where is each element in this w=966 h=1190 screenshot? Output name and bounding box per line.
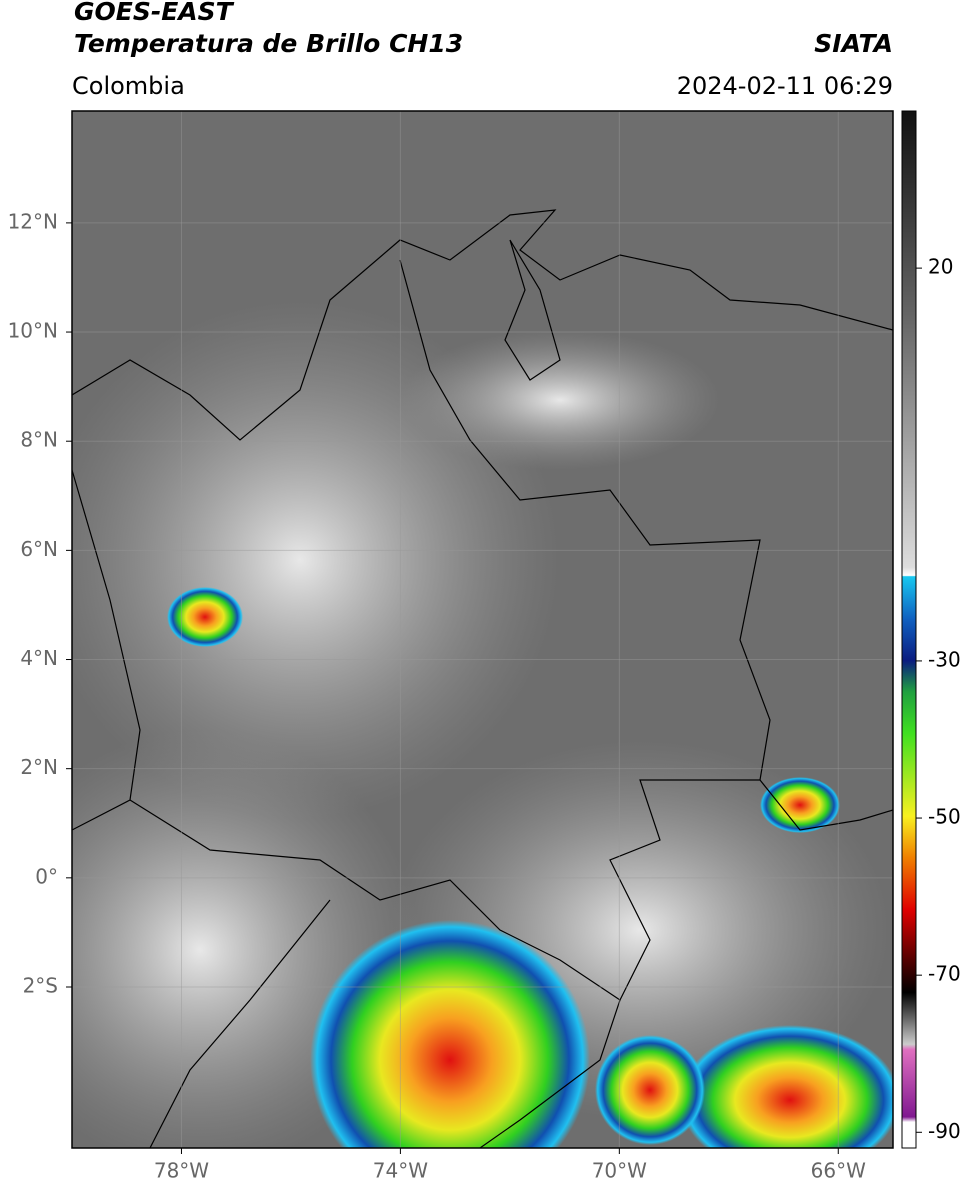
colorbar: [901, 110, 917, 1149]
x-tick-label: 78°W: [154, 1159, 209, 1183]
coastline: [72, 469, 141, 831]
storm: [680, 1025, 893, 1148]
border: [149, 899, 331, 1148]
y-tick-label: 10°N: [8, 319, 58, 343]
y-tick-label: 8°N: [20, 428, 58, 452]
region: Colombia: [72, 72, 185, 100]
grid: [72, 111, 893, 1148]
colorbar-tick-label: -30: [928, 647, 961, 671]
y-tick-label: 6°N: [20, 537, 58, 561]
title-line-2: Temperatura de Brillo CH13: [74, 29, 463, 58]
y-tick-label: 0°: [35, 864, 58, 888]
timestamp: 2024-02-11 06:29: [677, 72, 893, 100]
colorbar-tick-label: -50: [928, 805, 961, 829]
title-line-1: GOES-EAST: [74, 0, 235, 26]
storm: [595, 1035, 705, 1145]
x-tick-label: 66°W: [811, 1159, 866, 1183]
cloud: [400, 330, 720, 470]
imagery: [72, 111, 893, 1148]
storm: [310, 920, 590, 1148]
colorbar-tick-label: -70: [928, 962, 961, 986]
colorbar-tick-label: 20: [928, 255, 953, 279]
coastline: [72, 209, 893, 441]
y-tick-label: 12°N: [8, 209, 58, 233]
ticks: 12°N 10°N 8°N 6°N 4°N 2°N 0° 2°S 78°W 74°W 70°W 66°…: [8, 209, 961, 1182]
source: SIATA: [814, 29, 893, 58]
y-tick-label: 4°N: [20, 646, 58, 670]
x-tick-label: 74°W: [373, 1159, 428, 1183]
storm: [167, 587, 243, 647]
border: [479, 999, 621, 1148]
y-tick-label: 2°S: [23, 973, 58, 997]
coastline: [504, 239, 561, 381]
border: [129, 259, 771, 1001]
colorbar-tick-label: -90: [928, 1119, 961, 1143]
y-tick-label: 2°N: [20, 755, 58, 779]
map-frame: [71, 110, 894, 1149]
border: [759, 779, 893, 831]
storm: [760, 777, 840, 833]
x-tick-label: 70°W: [592, 1159, 647, 1183]
